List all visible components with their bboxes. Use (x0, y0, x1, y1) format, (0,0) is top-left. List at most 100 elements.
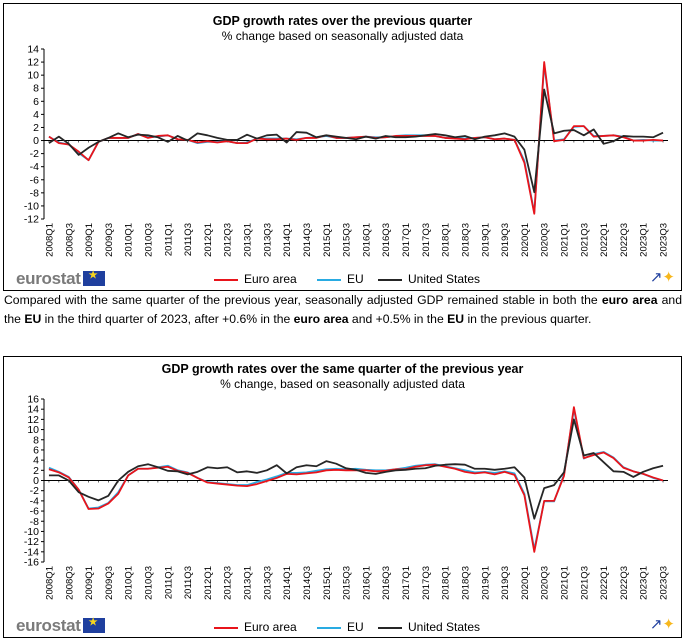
x-tick-label: 2017Q1 (401, 223, 412, 257)
y-tick-label: 4 (33, 455, 39, 467)
series-line-euro-area (48, 406, 664, 553)
y-tick-label: -2 (30, 485, 39, 497)
x-tick-label: 2014Q1 (282, 566, 293, 600)
legend-label: Euro area (244, 620, 297, 634)
y-tick-label: 6 (33, 444, 39, 456)
y-tick-label: -4 (30, 161, 39, 173)
x-tick-label: 2016Q3 (381, 223, 392, 257)
legend-item-us: United States (378, 272, 480, 286)
x-tick-label: 2012Q1 (203, 566, 214, 600)
x-tick-label: 2012Q3 (223, 566, 234, 600)
x-tick-label: 2022Q1 (599, 566, 610, 600)
x-tick-label: 2016Q1 (361, 223, 372, 257)
x-tick-label: 2015Q1 (322, 223, 333, 257)
x-tick-label: 2014Q3 (302, 566, 313, 600)
y-tick-label: 8 (33, 434, 39, 446)
x-tick-label: 2008Q3 (64, 223, 75, 257)
x-tick-label: 2013Q3 (262, 223, 273, 257)
y-tick-label: -10 (24, 526, 39, 538)
legend-swatch (378, 626, 402, 629)
chart1-subtitle: % change based on seasonally adjusted da… (221, 29, 464, 43)
x-tick-label: 2016Q1 (361, 566, 372, 600)
x-tick-label: 2008Q1 (44, 223, 55, 257)
legend-label: Euro area (244, 272, 297, 286)
y-tick-label: -12 (24, 536, 39, 548)
x-tick-label: 2023Q1 (639, 223, 650, 257)
legend-item-euro-area: Euro area (214, 272, 297, 286)
y-tick-label: -6 (30, 506, 39, 518)
x-tick-label: 2013Q1 (243, 223, 254, 257)
eu-flag-icon (82, 617, 105, 633)
x-tick-label: 2010Q1 (124, 566, 135, 600)
legend-swatch (214, 278, 238, 281)
x-tick-label: 2013Q1 (243, 566, 254, 600)
x-tick-label: 2020Q1 (520, 223, 531, 257)
legend-item-us: United States (378, 620, 480, 634)
legend-swatch (317, 626, 341, 629)
x-tick-label: 2022Q3 (619, 566, 630, 600)
x-tick-label: 2011Q1 (163, 223, 174, 256)
x-tick-label: 2023Q3 (659, 566, 670, 600)
y-tick-label: 4 (33, 109, 39, 121)
x-tick-label: 2008Q1 (44, 566, 55, 600)
series-line-united-states (48, 418, 664, 520)
x-tick-label: 2011Q1 (163, 566, 174, 599)
x-tick-label: 2015Q1 (322, 566, 333, 600)
x-tick-label: 2022Q1 (599, 223, 610, 257)
legend-item-eu: EU (317, 272, 364, 286)
y-tick-label: -12 (24, 214, 39, 226)
y-tick-label: 8 (33, 83, 39, 95)
chart-same-quarter-previous-year: GDP growth rates over the same quarter o… (3, 356, 682, 638)
legend-swatch (317, 278, 341, 281)
y-tick-label: 14 (27, 44, 39, 56)
x-tick-label: 2009Q3 (104, 566, 115, 600)
x-tick-label: 2019Q1 (480, 223, 491, 257)
y-tick-label: -8 (30, 516, 39, 528)
series-line-united-states (48, 88, 664, 194)
x-tick-label: 2021Q3 (579, 223, 590, 257)
x-tick-label: 2022Q3 (619, 223, 630, 257)
x-tick-label: 2012Q3 (223, 223, 234, 257)
y-tick-label: -2 (30, 148, 39, 160)
x-tick-label: 2009Q1 (84, 566, 95, 600)
y-tick-label: -14 (24, 546, 39, 558)
legend-label: EU (347, 272, 364, 286)
y-tick-label: 12 (27, 57, 39, 69)
legend-swatch (378, 278, 402, 281)
y-tick-label: 10 (27, 424, 39, 436)
x-tick-label: 2018Q3 (460, 223, 471, 257)
y-tick-label: 2 (33, 465, 39, 477)
x-tick-label: 2019Q3 (500, 566, 511, 600)
y-tick-label: -6 (30, 174, 39, 186)
y-tick-label: -16 (24, 557, 39, 569)
x-tick-label: 2009Q3 (104, 223, 115, 257)
legend-label: United States (408, 272, 481, 286)
y-tick-label: 10 (27, 70, 39, 82)
chart-corner-icon: ↗✦ (649, 269, 675, 286)
x-tick-label: 2018Q3 (460, 566, 471, 600)
y-tick-label: 14 (27, 404, 39, 416)
x-tick-label: 2023Q3 (659, 223, 670, 257)
y-tick-label: 16 (27, 394, 39, 406)
x-tick-label: 2009Q1 (84, 223, 95, 257)
y-tick-label: 6 (33, 96, 39, 108)
x-tick-label: 2015Q3 (342, 223, 353, 257)
x-tick-label: 2010Q3 (144, 566, 155, 600)
legend-label: United States (408, 620, 481, 634)
y-tick-label: 12 (27, 414, 39, 426)
chart-corner-icon: ↗✦ (649, 616, 675, 633)
chart2-title: GDP growth rates over the same quarter o… (161, 362, 524, 376)
chart-previous-quarter: GDP growth rates over the previous quart… (3, 3, 682, 291)
chart2-subtitle: % change, based on seasonally adjusted d… (220, 377, 465, 391)
x-tick-label: 2015Q3 (342, 566, 353, 600)
x-tick-label: 2010Q3 (144, 223, 155, 257)
chart1-title: GDP growth rates over the previous quart… (212, 14, 473, 28)
x-tick-label: 2021Q1 (560, 566, 571, 600)
x-tick-label: 2016Q3 (381, 566, 392, 600)
x-tick-label: 2011Q3 (183, 566, 194, 599)
x-tick-label: 2013Q3 (262, 566, 273, 600)
x-tick-label: 2010Q1 (124, 223, 135, 257)
x-tick-label: 2019Q3 (500, 223, 511, 257)
